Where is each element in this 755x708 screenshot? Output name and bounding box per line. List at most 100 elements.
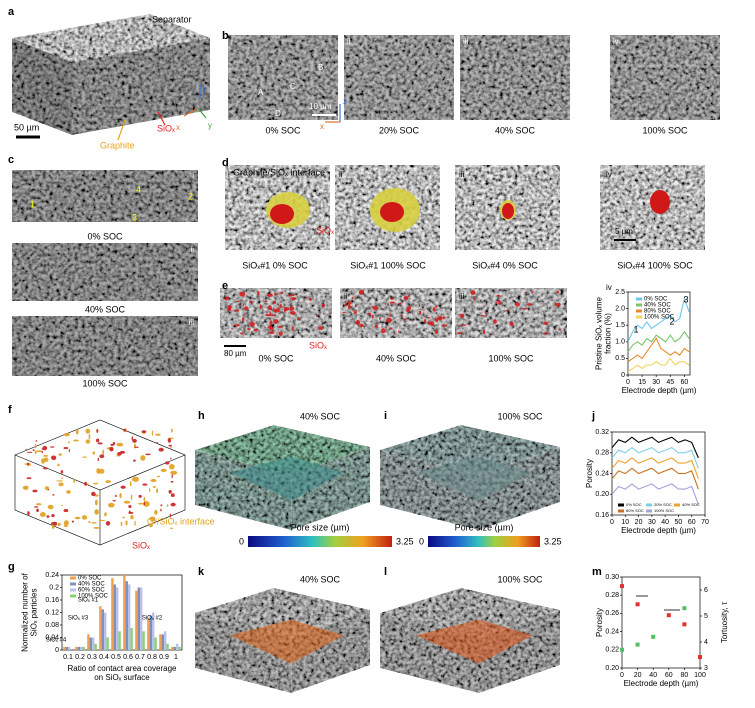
micrograph — [344, 35, 454, 120]
pointer — [117, 119, 126, 141]
particle — [156, 441, 158, 444]
render-face — [72, 38, 210, 135]
particle — [344, 301, 347, 304]
x-tick-label: 0.3 — [87, 654, 97, 661]
bar — [140, 587, 143, 650]
bar — [149, 615, 152, 650]
data-line — [611, 483, 699, 505]
particle — [291, 326, 294, 331]
particle — [457, 331, 462, 335]
particle — [109, 446, 114, 452]
particle — [251, 330, 253, 334]
particle — [160, 504, 163, 507]
particle — [259, 304, 262, 310]
x-tick-label: 60 — [680, 379, 688, 386]
particle — [279, 303, 282, 309]
annotation: SiOₓ #1 — [78, 598, 99, 604]
x-axis-label: Electrode depth (µm) — [622, 386, 697, 395]
particle — [269, 327, 274, 331]
x-tick-label: 0.8 — [147, 654, 157, 661]
roman: i — [228, 170, 230, 179]
particle — [227, 304, 232, 311]
particle — [170, 447, 173, 449]
particle — [526, 303, 532, 306]
particle — [497, 300, 501, 305]
x-tick-label: 0 — [626, 379, 630, 386]
particle — [160, 508, 162, 512]
roman: i — [231, 37, 233, 46]
label: Gr/SiOₓ interface — [147, 516, 214, 526]
point — [620, 584, 624, 589]
y-tick-label: 0.04 — [45, 634, 59, 641]
particle — [119, 492, 122, 498]
x-axis-label: Electrode depth (µm) — [624, 679, 699, 688]
roman: ii — [339, 170, 343, 179]
roman: i — [224, 292, 226, 301]
particle — [379, 316, 381, 320]
bar — [130, 628, 133, 650]
caption: 0% SOC — [258, 353, 294, 363]
particle — [85, 439, 91, 444]
particle — [274, 292, 277, 296]
particle — [88, 521, 91, 524]
y-tick-label: 0.24 — [45, 572, 59, 579]
legend-label: 100% SOC — [78, 594, 109, 600]
particle — [156, 475, 161, 478]
bar — [65, 646, 68, 650]
x-tick-label: 15 — [638, 379, 646, 386]
particle — [171, 474, 173, 479]
particle — [96, 438, 100, 443]
y-axis-label: fraction (%) — [604, 313, 613, 354]
axis-label: x — [320, 122, 324, 131]
particle — [117, 443, 119, 446]
particle — [42, 454, 49, 457]
particle — [149, 523, 153, 528]
annotation: SiOₓ #4 — [46, 638, 67, 644]
particle — [82, 456, 88, 458]
particle — [96, 468, 101, 474]
annotation: 1 — [633, 324, 638, 334]
particle — [64, 432, 70, 437]
particle — [278, 331, 283, 336]
render-face — [291, 610, 370, 693]
particle — [92, 451, 96, 455]
bar — [94, 643, 97, 650]
bar — [118, 631, 121, 650]
particle — [554, 302, 561, 307]
particle — [257, 291, 260, 296]
micrograph — [455, 288, 567, 338]
particle — [94, 509, 99, 515]
particle — [138, 494, 142, 498]
particle — [102, 449, 105, 456]
particle — [129, 481, 132, 487]
point — [666, 613, 671, 618]
x-tick-label: 0.9 — [159, 654, 169, 661]
particle — [160, 468, 167, 472]
particle — [353, 311, 357, 314]
micrograph — [228, 35, 338, 120]
particle — [155, 433, 161, 436]
particle — [224, 296, 229, 301]
particle — [239, 291, 246, 297]
particle — [39, 511, 46, 518]
particle — [125, 520, 128, 526]
legend-swatch — [636, 303, 642, 307]
particle — [36, 508, 39, 513]
particle — [122, 516, 125, 519]
particle — [277, 325, 283, 328]
particle — [66, 490, 71, 494]
data-line — [627, 296, 690, 343]
particle — [558, 328, 561, 331]
particle-label: 4 — [136, 184, 141, 194]
particle — [426, 317, 431, 319]
particle — [269, 310, 271, 316]
particle — [63, 520, 69, 526]
y-tick-label: 0.28 — [605, 592, 619, 599]
particle — [32, 489, 38, 493]
particle — [60, 470, 64, 474]
particle — [289, 310, 296, 315]
particle — [46, 515, 50, 518]
bar — [75, 646, 78, 650]
particle — [386, 320, 392, 323]
particle — [170, 480, 174, 483]
